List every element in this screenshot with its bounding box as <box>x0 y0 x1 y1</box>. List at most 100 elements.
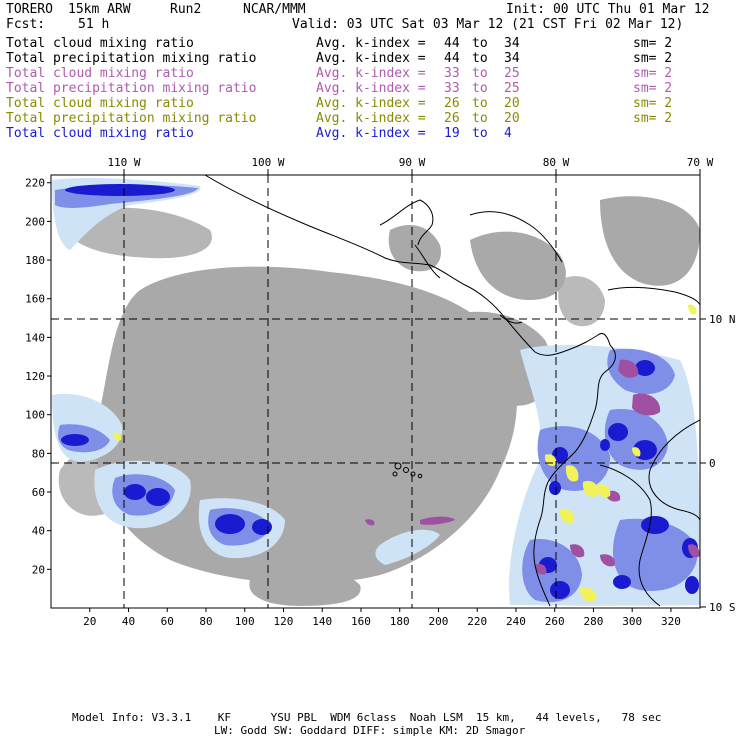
legend-smoothing: sm= 2 <box>633 36 673 51</box>
x-tick-label: 160 <box>351 615 371 628</box>
legend-kindex-label: Avg. k-index = <box>316 96 426 111</box>
legend-field-name: Total precipitation mixing ratio <box>6 111 257 126</box>
forecast-hours: 51 h <box>78 17 110 32</box>
x-tick-label: 220 <box>467 615 487 628</box>
legend-kindex-from: 26 <box>444 111 460 126</box>
y-tick-label: 120 <box>25 370 45 383</box>
lon-label: 90 W <box>399 156 426 169</box>
legend-kindex-from: 44 <box>444 51 460 66</box>
x-tick-label: 300 <box>622 615 642 628</box>
x-tick-label: 140 <box>312 615 332 628</box>
legend-kindex-to: to <box>472 66 488 81</box>
legend-kindex-from: 19 <box>444 126 460 141</box>
legend-kindex-from: 33 <box>444 66 460 81</box>
x-tick-label: 240 <box>506 615 526 628</box>
purple-patches <box>365 359 700 575</box>
x-tick-label: 260 <box>545 615 565 628</box>
legend-kindex-label: Avg. k-index = <box>316 36 426 51</box>
x-tick-label: 60 <box>161 615 174 628</box>
legend-kindex-to: to <box>472 36 488 51</box>
top-lon-labels: 110 W 100 W 90 W 80 W 70 W <box>107 156 713 169</box>
legend-smoothing: sm= 2 <box>633 51 673 66</box>
lon-label: 80 W <box>543 156 570 169</box>
y-tick-label: 160 <box>25 293 45 306</box>
physics-info-line: LW: Godd SW: Goddard DIFF: simple KM: 2D… <box>214 724 526 737</box>
legend-kindex-label: Avg. k-index = <box>316 66 426 81</box>
legend-field-name: Total cloud mixing ratio <box>6 36 194 51</box>
legend-field-name: Total precipitation mixing ratio <box>6 51 257 66</box>
legend-kindex-to: to <box>472 96 488 111</box>
x-tick-label: 80 <box>199 615 212 628</box>
legend-kindex-from: 33 <box>444 81 460 96</box>
legend-kindex-until: 25 <box>504 81 520 96</box>
legend-kindex-from: 44 <box>444 36 460 51</box>
legend-smoothing: sm= 2 <box>633 111 673 126</box>
x-tick-label: 20 <box>83 615 96 628</box>
valid-time: Valid: 03 UTC Sat 03 Mar 12 (21 CST Fri … <box>292 17 684 32</box>
legend-kindex-to: to <box>472 126 488 141</box>
lat-label: 0 <box>709 457 716 470</box>
legend-kindex-to: to <box>472 81 488 96</box>
y-tick-label: 60 <box>32 486 45 499</box>
legend-kindex-label: Avg. k-index = <box>316 111 426 126</box>
legend-kindex-label: Avg. k-index = <box>316 51 426 66</box>
legend-field-name: Total precipitation mixing ratio <box>6 81 257 96</box>
model-info-line: Model Info: V3.3.1 KF YSU PBL WDM 6class… <box>72 711 662 724</box>
model-run: Run2 <box>170 2 202 17</box>
legend-kindex-to: to <box>472 111 488 126</box>
lon-label: 100 W <box>251 156 284 169</box>
legend-kindex-until: 34 <box>504 51 520 66</box>
legend-smoothing: sm= 2 <box>633 96 673 111</box>
legend-kindex-to: to <box>472 51 488 66</box>
lon-label: 110 W <box>107 156 140 169</box>
map-frame <box>50 174 701 609</box>
field-layer <box>51 175 700 608</box>
lat-label: 10 N <box>709 313 736 326</box>
right-lat-labels: 10 N 0 10 S <box>709 313 736 614</box>
legend-kindex-until: 34 <box>504 36 520 51</box>
lat-lon-grid <box>51 175 700 608</box>
y-tick-label: 140 <box>25 331 45 344</box>
model-name: TORERO <box>6 2 53 17</box>
y-tick-label: 40 <box>32 525 45 538</box>
x-tick-label: 280 <box>584 615 604 628</box>
lat-label: 10 S <box>709 601 736 614</box>
legend-field-name: Total cloud mixing ratio <box>6 126 194 141</box>
model-resolution: 15km ARW <box>68 2 131 17</box>
legend-kindex-until: 20 <box>504 111 520 126</box>
legend-kindex-until: 25 <box>504 66 520 81</box>
y-grid-ticks: 20 40 60 80 100 120 140 160 180 200 220 <box>25 177 51 576</box>
model-org: NCAR/MMM <box>243 2 306 17</box>
coastlines <box>204 175 700 607</box>
right-tick-marks <box>700 318 706 608</box>
x-tick-label: 320 <box>661 615 681 628</box>
y-tick-label: 180 <box>25 254 45 267</box>
x-tick-label: 100 <box>235 615 255 628</box>
y-tick-label: 200 <box>25 215 45 228</box>
y-tick-label: 220 <box>25 177 45 190</box>
legend-kindex-label: Avg. k-index = <box>316 126 426 141</box>
legend-kindex-label: Avg. k-index = <box>316 81 426 96</box>
top-tick-marks <box>123 169 701 175</box>
x-grid-ticks: 20 40 60 80 100 120 140 160 180 200 220 240 260 280 30… <box>83 608 681 628</box>
legend-field-name: Total cloud mixing ratio <box>6 66 194 81</box>
legend-kindex-until: 4 <box>504 126 512 141</box>
init-time: Init: 00 UTC Thu 01 Mar 12 <box>506 2 710 17</box>
legend-kindex-from: 26 <box>444 96 460 111</box>
legend-smoothing: sm= 2 <box>633 81 673 96</box>
yellow-patches <box>113 304 697 602</box>
forecast-label: Fcst: <box>6 17 46 32</box>
x-tick-label: 200 <box>429 615 449 628</box>
y-tick-label: 80 <box>32 447 45 460</box>
lon-label: 70 W <box>687 156 714 169</box>
y-tick-label: 100 <box>25 409 45 422</box>
legend-field-name: Total cloud mixing ratio <box>6 96 194 111</box>
x-tick-label: 120 <box>274 615 294 628</box>
y-tick-label: 20 <box>32 563 45 576</box>
x-tick-label: 180 <box>390 615 410 628</box>
legend-kindex-until: 20 <box>504 96 520 111</box>
legend-smoothing: sm= 2 <box>633 66 673 81</box>
x-tick-label: 40 <box>122 615 135 628</box>
galapagos-islands <box>392 462 423 479</box>
